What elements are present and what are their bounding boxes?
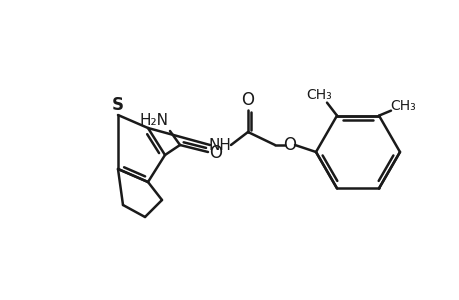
Text: O: O <box>241 91 254 109</box>
Text: O: O <box>209 144 222 162</box>
Text: H₂N: H₂N <box>139 112 168 128</box>
Text: O: O <box>283 136 296 154</box>
Text: CH₃: CH₃ <box>389 99 415 112</box>
Text: S: S <box>112 96 124 114</box>
Text: NH: NH <box>208 137 231 152</box>
Text: CH₃: CH₃ <box>305 88 331 102</box>
